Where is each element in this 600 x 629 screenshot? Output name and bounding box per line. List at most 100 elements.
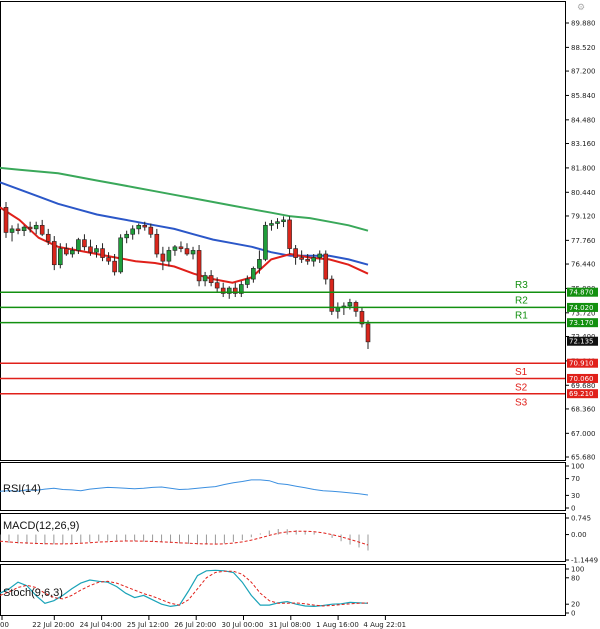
level-name-s2: S2 (515, 382, 528, 393)
candle-body[interactable] (100, 248, 105, 258)
candle-body[interactable] (148, 226, 154, 235)
candle-body[interactable] (118, 237, 123, 273)
level-price-label: 70.910 (569, 360, 594, 368)
time-axis: 00 22 Jul 20:00 24 Jul 04:00 25 Jul 12:00 26… (0, 616, 406, 629)
candle-body[interactable] (293, 248, 298, 258)
candle-body[interactable] (160, 253, 166, 262)
moving-average-line (0, 166, 369, 232)
candle-body[interactable] (365, 323, 371, 343)
time-label: 1 Aug 16:00 (316, 621, 359, 629)
candle-body[interactable] (281, 219, 286, 223)
price-tick-label: 87.200 (571, 68, 596, 76)
level-price-tag (567, 358, 598, 368)
candle-body[interactable] (275, 221, 280, 224)
candle-body[interactable] (202, 275, 208, 282)
candle-body[interactable] (323, 253, 329, 280)
candle-body[interactable] (51, 241, 57, 266)
candle-body[interactable] (178, 246, 184, 249)
macd-signal-line (0, 530, 369, 546)
candle-body[interactable] (39, 224, 45, 235)
rsi-tick-label: 100 (571, 463, 584, 471)
candle-body[interactable] (142, 224, 148, 228)
candle-body[interactable] (166, 250, 172, 262)
stoch-label: Stoch(9,6,3) (3, 587, 63, 599)
candle-body[interactable] (232, 287, 238, 294)
candle-body[interactable] (245, 278, 250, 285)
rsi-tick-label: 0 (571, 505, 575, 513)
rsi-line (0, 479, 369, 496)
candle-body[interactable] (88, 246, 93, 253)
candle-body[interactable] (251, 268, 256, 280)
rsi-tick-label: 30 (571, 492, 580, 500)
price-axis: 89.880 88.520 87.200 85.840 84.480 83.160 81.8… (565, 20, 596, 462)
candle-body[interactable] (64, 248, 69, 255)
level-price-label: 69.210 (569, 390, 594, 398)
candle-body[interactable] (239, 284, 244, 294)
candle-body[interactable] (45, 233, 51, 242)
candle-body[interactable] (269, 223, 274, 226)
pivot-levels: R3 74.870 R2 74.020 R1 73.170 S1 70.910 S2 70.060… (0, 280, 598, 409)
candle-body[interactable] (299, 257, 304, 260)
candle-body[interactable] (70, 250, 75, 255)
candle-body[interactable] (347, 302, 353, 307)
price-tick-label: 89.880 (571, 20, 596, 28)
candle-body[interactable] (3, 207, 9, 233)
macd-panel-frame (0, 513, 566, 562)
macd-indicator: 0.745 0.00 -1.1449 (0, 515, 598, 565)
price-panel-frame (0, 1, 566, 461)
level-price-tag (567, 302, 598, 312)
level-name-r2: R2 (515, 295, 528, 306)
rsi-tick-label: 70 (571, 475, 580, 483)
stoch-k-line (0, 569, 369, 608)
candle-body[interactable] (136, 224, 142, 230)
level-name-s3: S3 (515, 398, 528, 409)
candlesticks (3, 201, 371, 350)
candle-body[interactable] (208, 275, 214, 283)
candle-body[interactable] (154, 233, 160, 255)
candle-body[interactable] (220, 287, 226, 294)
candle-body[interactable] (311, 257, 317, 262)
candle-body[interactable] (57, 248, 63, 266)
chart-settings-icon[interactable]: ⚙ (577, 3, 585, 13)
time-label: 25 Jul 12:00 (127, 621, 169, 629)
candle-body[interactable] (359, 311, 365, 325)
candle-body[interactable] (305, 259, 310, 262)
current-price-tag (567, 336, 598, 346)
candle-body[interactable] (184, 248, 190, 255)
macd-tick-label: 0.745 (571, 515, 591, 523)
candle-body[interactable] (82, 239, 87, 248)
level-name-s1: S1 (515, 367, 528, 378)
stoch-d-line (0, 570, 369, 607)
price-tick-label: 73.720 (571, 309, 596, 317)
candle-body[interactable] (33, 224, 39, 230)
candle-body[interactable] (124, 233, 129, 239)
candle-body[interactable] (226, 287, 232, 294)
candle-body[interactable] (94, 248, 99, 253)
candle-body[interactable] (172, 246, 178, 251)
candle-body[interactable] (214, 282, 220, 289)
candle-body[interactable] (76, 239, 81, 251)
price-tick-label: 69.680 (571, 382, 596, 390)
candle-body[interactable] (190, 250, 196, 255)
rsi-label: RSI(14) (3, 483, 41, 495)
stoch-panel-frame (0, 564, 566, 616)
candle-body[interactable] (257, 259, 262, 269)
candle-body[interactable] (27, 226, 33, 230)
candle-body[interactable] (196, 250, 202, 282)
price-tick-label: 80.440 (571, 189, 596, 197)
candle-body[interactable] (9, 228, 15, 233)
moving-averages (0, 166, 369, 284)
candle-body[interactable] (130, 228, 135, 235)
candle-body[interactable] (287, 219, 292, 249)
candle-body[interactable] (21, 226, 27, 231)
candle-body[interactable] (329, 278, 335, 312)
candle-body[interactable] (112, 260, 117, 273)
candle-body[interactable] (106, 257, 111, 262)
candle-body[interactable] (15, 228, 21, 231)
price-tick-label: 67.000 (571, 430, 596, 438)
stoch-tick-label: 20 (571, 601, 580, 609)
candle-body[interactable] (335, 307, 341, 312)
candle-body[interactable] (317, 253, 323, 258)
candle-body[interactable] (263, 224, 268, 260)
